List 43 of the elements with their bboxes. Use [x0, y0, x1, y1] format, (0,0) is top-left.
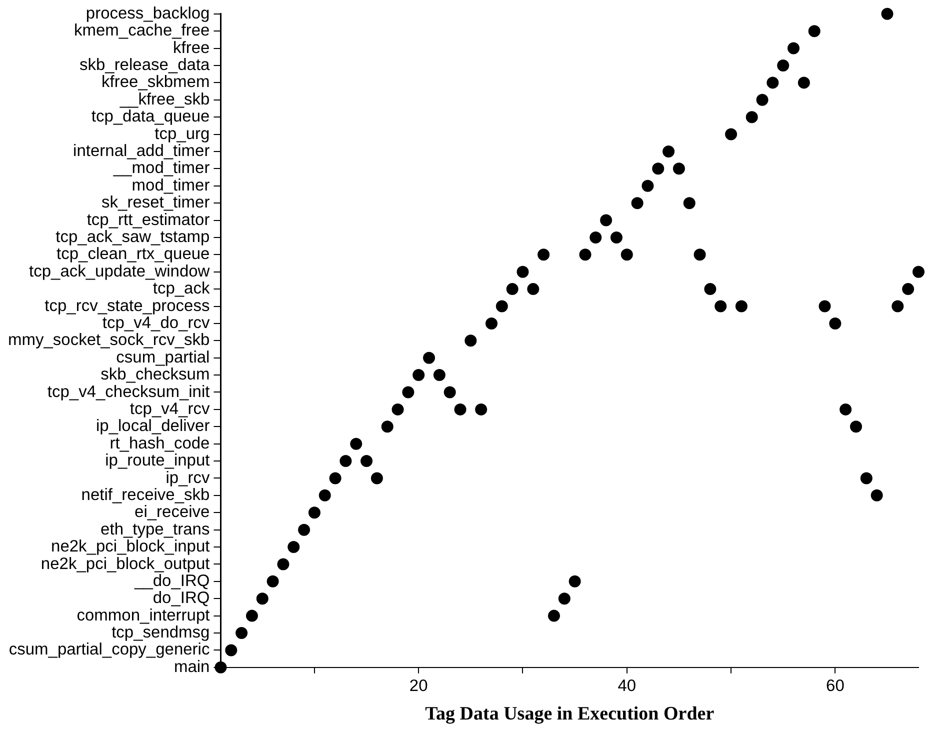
y-tick-label: kmem_cache_free	[74, 22, 210, 40]
y-tick-label: skb_release_data	[79, 56, 211, 74]
y-tick-label: ip_local_deliver	[96, 417, 210, 436]
y-tick-label: csum_partial_copy_generic	[8, 640, 210, 659]
y-tick-label: rt_hash_code	[110, 434, 210, 452]
y-tick-label: tcp_ack_saw_tstamp	[56, 228, 210, 246]
y-tick-label: ne2k_pci_block_input	[51, 538, 210, 556]
y-tick-label: __kfree_skb	[118, 90, 210, 108]
y-tick-label: ne2k_pci_block_output	[40, 554, 210, 573]
x-tick-label: 20	[409, 676, 428, 695]
y-tick-label: do_IRQ	[152, 589, 210, 608]
y-tick-label: skb_checksum	[100, 366, 210, 384]
y-tick-label: tcp_data_queue	[91, 108, 210, 126]
y-tick-label: main	[174, 658, 210, 676]
x-tick-label: 40	[618, 676, 636, 695]
y-tick-label: tcp_sendmsg	[112, 624, 210, 642]
y-tick-label: __do_IRQ	[134, 572, 210, 590]
y-tick-label: tcp_urg	[154, 124, 210, 143]
y-tick-label: tcp_ack_update_window	[29, 262, 210, 280]
y-tick-label: process_backlog	[86, 4, 210, 22]
y-tick-label: kfree_skbmem	[102, 73, 210, 92]
y-tick-label: tcp_ack	[152, 280, 210, 298]
y-tick-label: mod_timer	[132, 176, 210, 194]
y-tick-label: kfree	[173, 38, 210, 57]
x-tick-label: 60	[826, 676, 844, 695]
y-tick-label: internal_add_timer	[73, 142, 210, 160]
y-tick-label: tcp_v4_rcv	[130, 400, 210, 418]
y-tick-label: netif_receive_skb	[81, 486, 210, 504]
y-tick-label: sk_reset_timer	[102, 194, 210, 212]
y-tick-label: tcp_rcv_state_process	[44, 296, 210, 315]
y-tick-label: __mod_timer	[112, 159, 210, 178]
x-axis-title: Tag Data Usage in Execution Order	[425, 704, 715, 725]
y-tick-label: mmy_socket_sock_rcv_skb	[8, 331, 210, 350]
y-tick-label: tcp_v4_do_rcv	[102, 314, 210, 332]
y-tick-label: csum_partial	[116, 348, 210, 366]
y-tick-label: ei_receive	[134, 503, 210, 522]
y-tick-label: tcp_v4_checksum_init	[47, 382, 210, 401]
y-tick-label: eth_type_trans	[100, 520, 210, 538]
y-tick-label: ip_route_input	[105, 452, 210, 470]
y-tick-label: ip_rcv	[166, 468, 210, 487]
y-tick-label: common_interrupt	[76, 606, 210, 624]
y-tick-label: tcp_clean_rtx_queue	[56, 245, 210, 264]
y-tick-label: tcp_rtt_estimator	[86, 210, 210, 229]
